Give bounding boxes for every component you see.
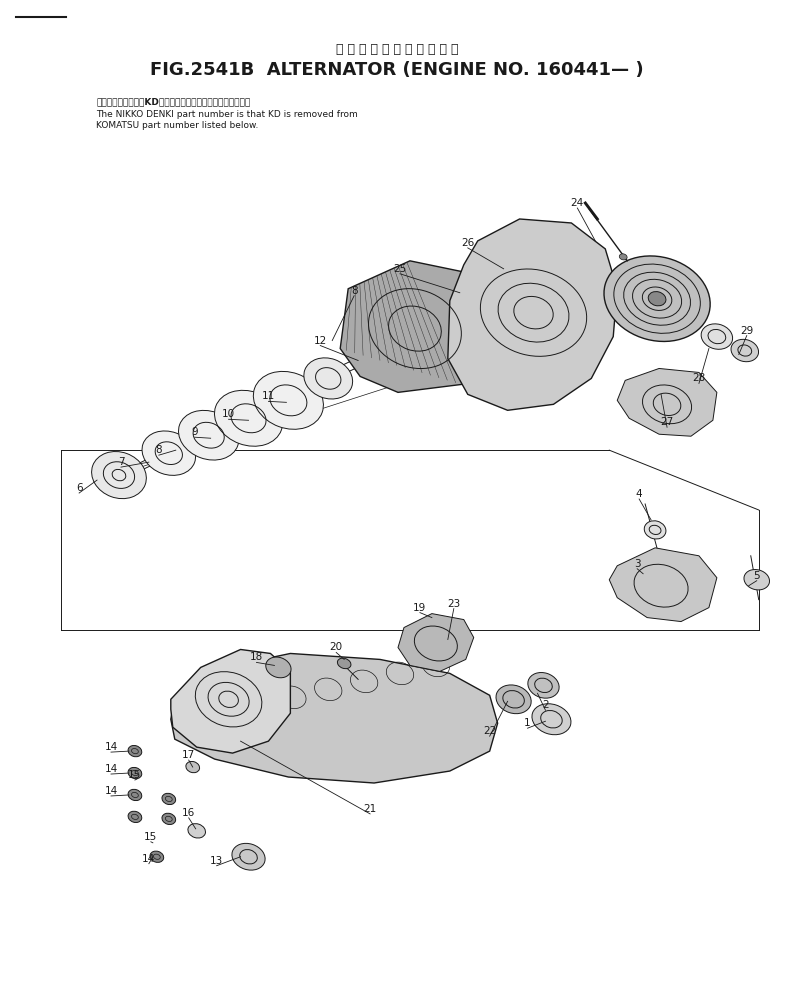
Text: オ ル タ ネ ー タ 　 通 用 号 機: オ ル タ ネ ー タ 通 用 号 機 [336, 43, 458, 56]
Text: 26: 26 [461, 238, 474, 248]
Text: 28: 28 [692, 373, 706, 383]
Ellipse shape [253, 371, 323, 429]
Ellipse shape [214, 390, 283, 446]
Ellipse shape [128, 767, 142, 778]
Ellipse shape [128, 811, 142, 822]
Text: 29: 29 [740, 325, 754, 335]
Ellipse shape [150, 851, 164, 862]
Text: 17: 17 [182, 750, 195, 760]
Text: 7: 7 [118, 457, 125, 467]
Ellipse shape [128, 746, 142, 756]
Text: 品番のメーカー記号KDを使ったものが日産電機の品番です。: 品番のメーカー記号KDを使ったものが日産電機の品番です。 [96, 97, 250, 106]
Text: 24: 24 [571, 198, 584, 208]
Ellipse shape [604, 255, 710, 341]
Text: 4: 4 [636, 489, 642, 499]
Polygon shape [448, 219, 617, 410]
Text: 1: 1 [524, 719, 531, 729]
Ellipse shape [91, 451, 146, 499]
Text: 18: 18 [250, 653, 263, 663]
Ellipse shape [162, 793, 175, 804]
Ellipse shape [644, 521, 666, 539]
Ellipse shape [162, 813, 175, 824]
Ellipse shape [232, 843, 265, 870]
Ellipse shape [337, 658, 351, 669]
Text: 8: 8 [351, 285, 357, 295]
Polygon shape [398, 614, 474, 672]
Text: FIG.2541B  ALTERNATOR (ENGINE NO. 160441— ): FIG.2541B ALTERNATOR (ENGINE NO. 160441—… [150, 61, 644, 79]
Text: 15: 15 [129, 770, 141, 780]
Text: 10: 10 [222, 409, 235, 419]
Ellipse shape [619, 253, 627, 259]
Ellipse shape [496, 685, 531, 714]
Text: 20: 20 [330, 643, 343, 653]
Text: 13: 13 [210, 855, 223, 865]
Ellipse shape [186, 761, 199, 772]
Ellipse shape [266, 657, 291, 678]
Text: 9: 9 [191, 427, 198, 437]
Text: KOMATSU part number listed below.: KOMATSU part number listed below. [96, 121, 258, 130]
Text: 19: 19 [414, 603, 426, 613]
Polygon shape [171, 654, 498, 783]
Ellipse shape [188, 823, 206, 838]
Text: 22: 22 [483, 727, 496, 737]
Text: 23: 23 [447, 599, 461, 609]
Text: 6: 6 [75, 483, 83, 493]
Text: 2: 2 [542, 701, 549, 711]
Text: 3: 3 [634, 559, 641, 569]
Text: 5: 5 [754, 571, 760, 581]
Ellipse shape [648, 291, 666, 305]
Text: 11: 11 [262, 391, 275, 401]
Text: 12: 12 [314, 335, 327, 345]
Text: The NIKKO DENKI part number is that KD is removed from: The NIKKO DENKI part number is that KD i… [96, 110, 358, 119]
Ellipse shape [744, 570, 769, 590]
Ellipse shape [304, 358, 353, 399]
Text: 27: 27 [661, 417, 673, 427]
Ellipse shape [701, 323, 733, 349]
Ellipse shape [731, 339, 758, 361]
Polygon shape [340, 260, 490, 392]
Text: 21: 21 [364, 804, 376, 814]
Polygon shape [617, 368, 717, 436]
Ellipse shape [528, 673, 559, 699]
Text: 14: 14 [104, 743, 118, 752]
Ellipse shape [128, 789, 142, 800]
Text: 14: 14 [104, 764, 118, 774]
Text: 14: 14 [104, 786, 118, 796]
Text: 25: 25 [393, 263, 407, 273]
Ellipse shape [532, 704, 571, 735]
Text: 14: 14 [142, 853, 156, 863]
Polygon shape [171, 650, 291, 753]
Polygon shape [609, 548, 717, 622]
Ellipse shape [179, 410, 239, 460]
Text: 8: 8 [156, 445, 162, 455]
Text: 15: 15 [145, 831, 157, 842]
Ellipse shape [142, 431, 195, 475]
Text: 16: 16 [182, 808, 195, 818]
